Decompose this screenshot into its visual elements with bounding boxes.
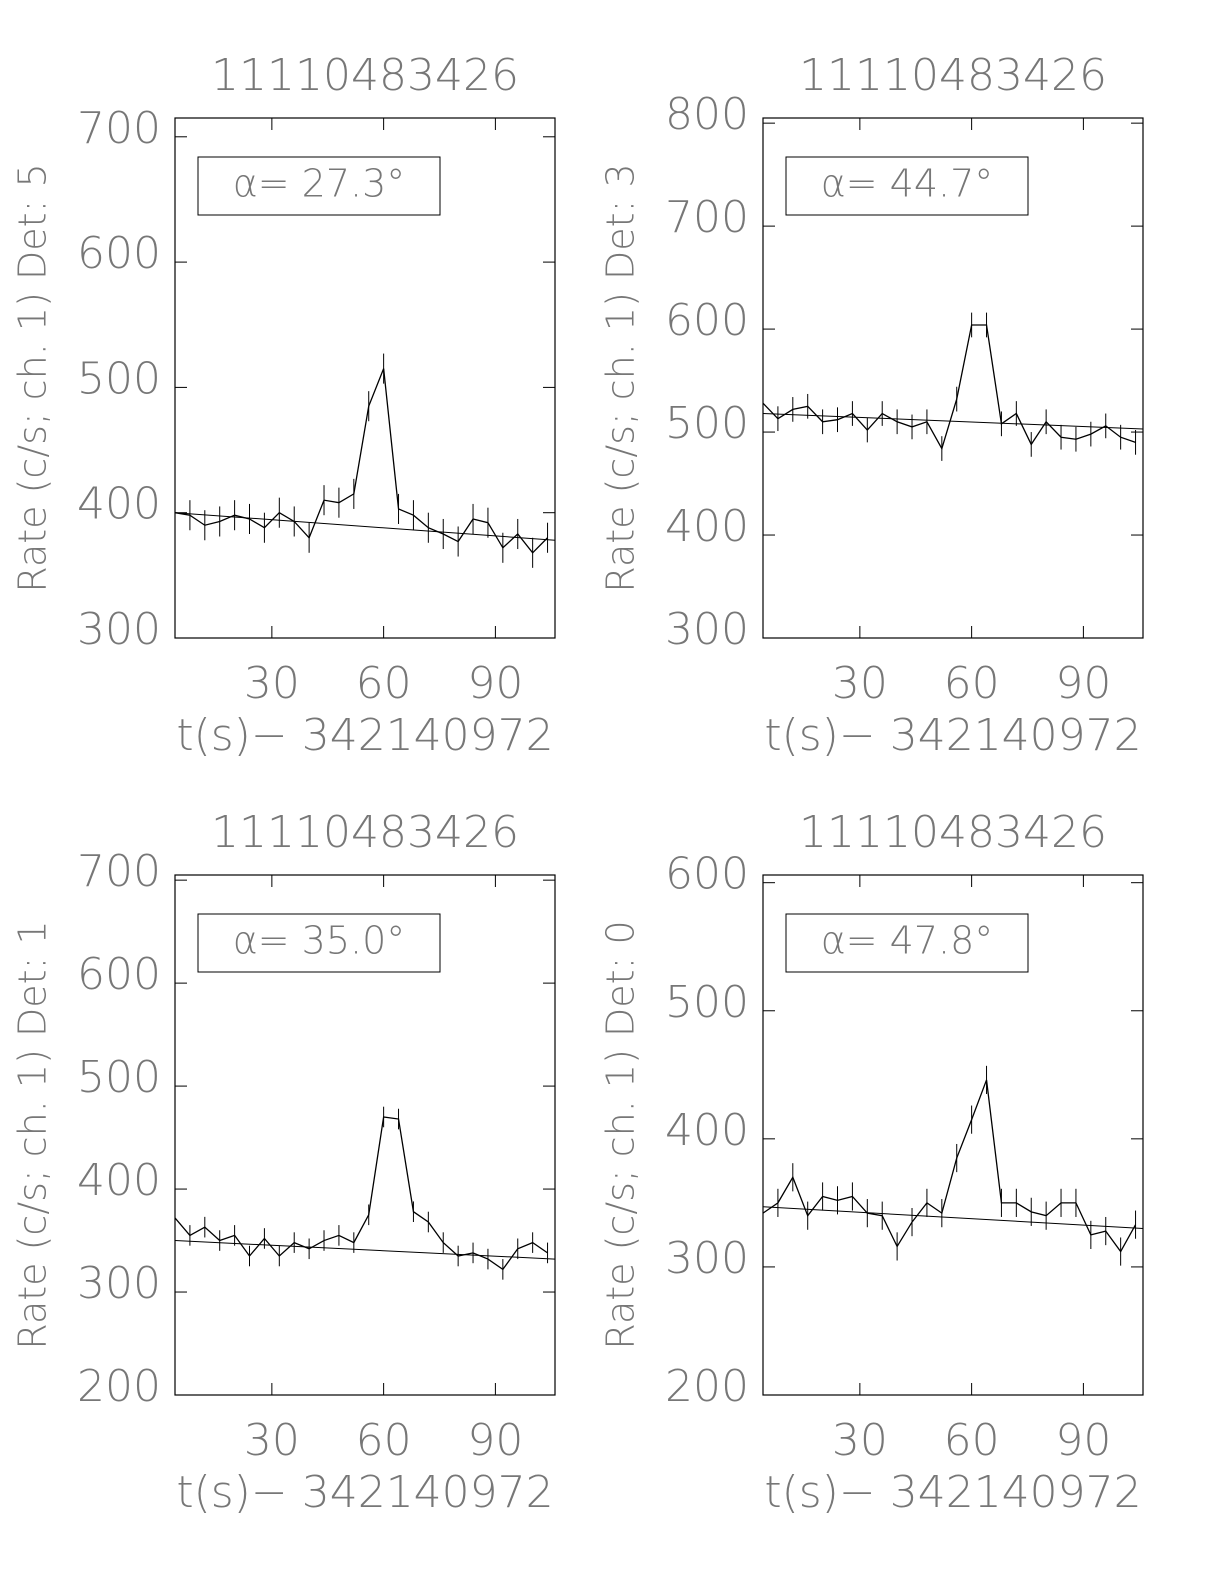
- panel-title: 11110483426: [799, 807, 1107, 858]
- panel: 11110483426 t(s)− 342140972 Rate (c/s; ch.…: [11, 807, 556, 1518]
- y-tick-label: 200: [77, 1361, 161, 1412]
- x-tick-label: 90: [467, 658, 523, 709]
- x-tick-label: 60: [944, 658, 1000, 709]
- x-tick-label: 60: [944, 1415, 1000, 1466]
- y-tick-label: 700: [665, 192, 749, 243]
- fit-line: [762, 1206, 1144, 1229]
- data-line: [174, 368, 549, 554]
- y-tick-label: 500: [665, 977, 749, 1028]
- y-tick-label: 700: [77, 846, 161, 897]
- annotation: α= 35.0°: [233, 919, 406, 963]
- y-tick-label: 700: [77, 103, 161, 154]
- panel: 11110483426 t(s)− 342140972 Rate (c/s; ch.…: [11, 50, 556, 761]
- annotation: α= 47.8°: [821, 919, 994, 963]
- annotation: α= 27.3°: [233, 162, 406, 206]
- plot-frame: [762, 874, 1144, 1396]
- y-tick-label: 500: [665, 398, 749, 449]
- y-tick-label: 600: [77, 949, 161, 1000]
- plot-frame: [174, 874, 556, 1396]
- x-axis-label: t(s)− 342140972: [764, 1467, 1141, 1518]
- y-axis-label: Rate (c/s; ch. 1) Det: 5: [11, 163, 55, 592]
- fit-line: [174, 1240, 556, 1260]
- y-tick-label: 400: [77, 1155, 161, 1206]
- panel-title: 11110483426: [211, 807, 519, 858]
- x-axis-label: t(s)− 342140972: [764, 710, 1141, 761]
- y-tick-label: 300: [77, 1258, 161, 1309]
- annotation: α= 44.7°: [821, 162, 994, 206]
- y-tick-label: 200: [665, 1361, 749, 1412]
- annotation-box: [197, 156, 441, 216]
- y-tick-label: 300: [665, 604, 749, 655]
- y-tick-label: 400: [77, 479, 161, 530]
- y-tick-label: 400: [665, 501, 749, 552]
- annotation-box: [197, 913, 441, 973]
- panel-title: 11110483426: [211, 50, 519, 101]
- x-tick-label: 60: [356, 1415, 412, 1466]
- x-tick-label: 30: [832, 1415, 888, 1466]
- data-line: [174, 1116, 548, 1271]
- plot-frame: [174, 117, 556, 639]
- data-line: [762, 324, 1136, 451]
- y-axis-label: Rate (c/s; ch. 1) Det: 1: [11, 920, 55, 1349]
- y-tick-label: 800: [665, 89, 749, 140]
- y-tick-label: 500: [77, 353, 161, 404]
- x-tick-label: 90: [1055, 658, 1111, 709]
- annotation-box: [785, 913, 1029, 973]
- annotation-box: [785, 156, 1029, 216]
- plot-frame: [762, 117, 1144, 639]
- y-tick-label: 600: [665, 849, 749, 900]
- y-tick-label: 400: [665, 1105, 749, 1156]
- y-tick-label: 300: [665, 1233, 749, 1284]
- x-axis-label: t(s)− 342140972: [176, 1467, 553, 1518]
- fit-line: [762, 413, 1144, 430]
- y-tick-label: 300: [77, 604, 161, 655]
- x-tick-label: 30: [244, 658, 300, 709]
- y-axis-label: Rate (c/s; ch. 1) Det: 0: [599, 920, 643, 1349]
- x-axis-label: t(s)− 342140972: [176, 710, 553, 761]
- panel: 11110483426 t(s)− 342140972 Rate (c/s; ch.…: [599, 807, 1144, 1518]
- x-tick-label: 30: [244, 1415, 300, 1466]
- y-tick-label: 600: [665, 295, 749, 346]
- x-tick-label: 60: [356, 658, 412, 709]
- x-tick-label: 30: [832, 658, 888, 709]
- y-axis-label: Rate (c/s; ch. 1) Det: 3: [599, 163, 643, 592]
- x-tick-label: 90: [1055, 1415, 1111, 1466]
- x-tick-label: 90: [467, 1415, 523, 1466]
- data-line: [762, 1079, 1137, 1253]
- y-tick-label: 500: [77, 1052, 161, 1103]
- panel-title: 11110483426: [799, 50, 1107, 101]
- panel: 11110483426 t(s)− 342140972 Rate (c/s; ch.…: [599, 50, 1144, 761]
- y-tick-label: 600: [77, 228, 161, 279]
- fit-line: [174, 512, 556, 541]
